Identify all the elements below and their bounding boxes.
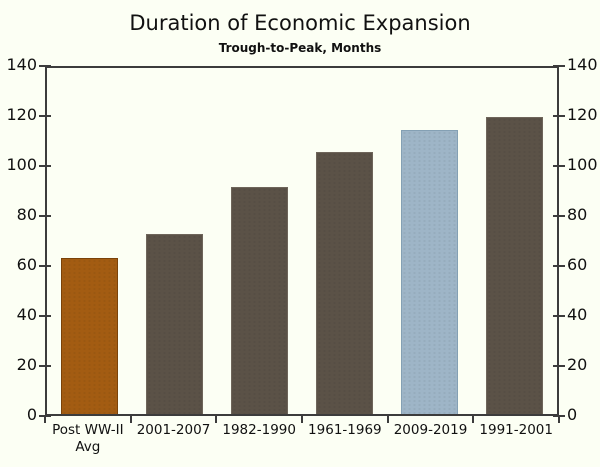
x-axis-labels: Post WW-II Avg 2001-2007 1982-1990 1961-196… — [45, 422, 559, 456]
y-axis-tick — [39, 315, 51, 317]
y-axis-tick — [39, 65, 51, 67]
x-axis-tick — [301, 415, 303, 423]
x-axis-tick — [44, 415, 46, 423]
x-category-label: 2001-2007 — [136, 422, 211, 438]
y-axis-tick — [39, 215, 51, 217]
x-axis-tick — [387, 415, 389, 423]
y-tick-label-left: 40 — [16, 305, 37, 324]
y-tick-label-right: 0 — [567, 405, 578, 424]
bar-post-ww-ii-avg — [61, 258, 118, 414]
y-tick-label-left: 60 — [16, 255, 37, 274]
y-tick-label-right: 20 — [567, 355, 588, 374]
y-axis-tick — [553, 315, 565, 317]
y-tick-label-left: 100 — [6, 155, 37, 174]
x-axis-tick — [472, 415, 474, 423]
y-axis-tick — [553, 215, 565, 217]
y-tick-label-left: 20 — [16, 355, 37, 374]
y-tick-label-right: 60 — [567, 255, 588, 274]
y-axis-tick — [553, 265, 565, 267]
chart-subtitle: Trough-to-Peak, Months — [218, 41, 382, 55]
bar-1961-1969 — [316, 152, 373, 414]
y-axis-tick — [39, 265, 51, 267]
y-tick-label-right: 100 — [567, 155, 598, 174]
bar-1982-1990 — [231, 187, 288, 414]
y-tick-label-right: 40 — [567, 305, 588, 324]
x-category-label: Post WW-II Avg — [52, 422, 124, 455]
x-category-label: 2009-2019 — [393, 422, 468, 438]
bar-2001-2007 — [146, 234, 203, 414]
x-category-label: 1961-1969 — [308, 422, 382, 438]
y-axis-tick — [39, 165, 51, 167]
x-category-label: 1991-2001 — [479, 422, 553, 438]
plot-area — [45, 66, 559, 416]
bar-1991-2001 — [486, 117, 543, 414]
y-axis-tick — [553, 115, 565, 117]
x-axis-tick — [558, 415, 560, 423]
y-axis-tick — [553, 365, 565, 367]
y-axis-tick — [39, 365, 51, 367]
bar-2009-2019 — [401, 130, 458, 414]
y-tick-label-right: 80 — [567, 205, 588, 224]
y-axis-tick — [39, 115, 51, 117]
y-tick-label-left: 120 — [6, 105, 37, 124]
y-axis-tick — [553, 165, 565, 167]
y-tick-label-left: 0 — [26, 405, 37, 424]
x-axis-tick — [215, 415, 217, 423]
x-axis-tick — [130, 415, 132, 423]
y-axis-tick — [553, 65, 565, 67]
y-tick-label-left: 80 — [16, 205, 37, 224]
chart-title: Duration of Economic Expansion — [129, 11, 471, 35]
y-tick-label-left: 140 — [6, 55, 37, 74]
x-category-label: 1982-1990 — [222, 422, 296, 438]
y-tick-label-right: 120 — [567, 105, 598, 124]
y-tick-label-right: 140 — [567, 55, 598, 74]
